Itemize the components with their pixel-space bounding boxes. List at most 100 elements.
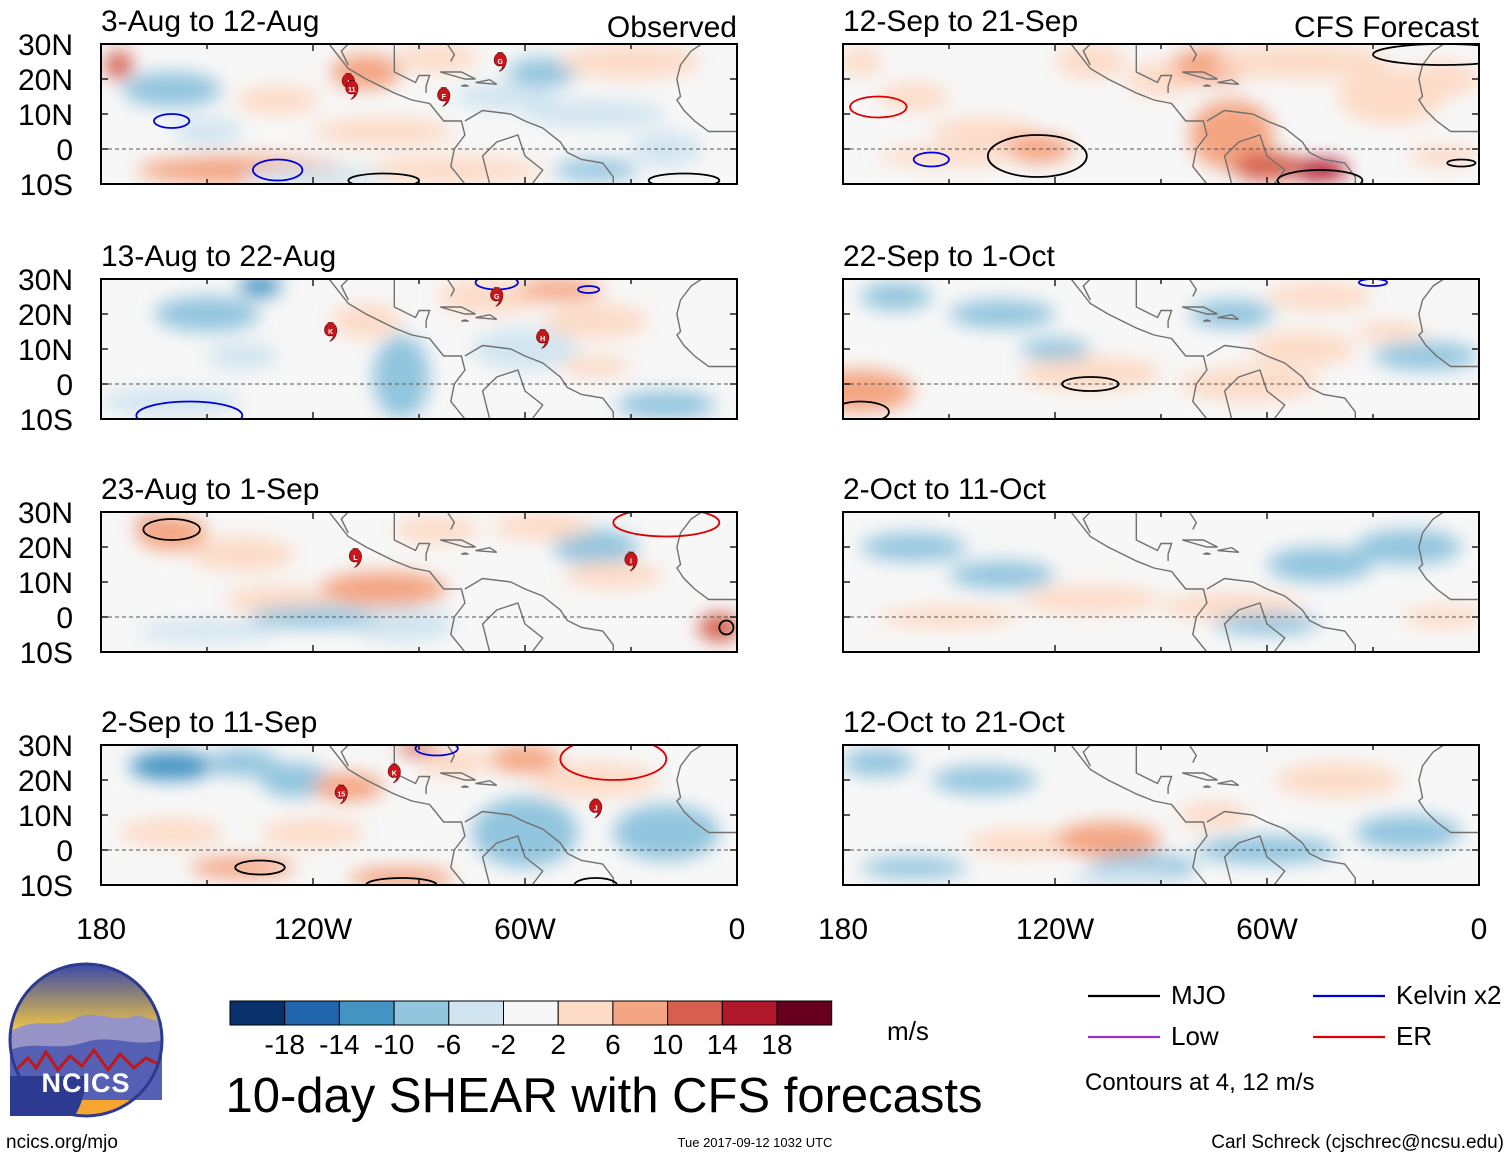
coastline (1182, 539, 1218, 548)
shear-anomaly-blob (860, 282, 932, 311)
shear-anomaly-blob (931, 766, 1038, 794)
er-contour (612, 512, 721, 538)
shading (860, 529, 1479, 635)
coastline (1135, 44, 1173, 93)
shear-anomaly-blob (189, 857, 296, 878)
storm-icon: F (437, 87, 451, 107)
mjo-contour (142, 518, 201, 541)
coastline (1135, 512, 1173, 561)
coastlines (295, 745, 737, 885)
shear-anomaly-blob (1408, 145, 1479, 167)
shear-anomaly-blob (118, 818, 225, 847)
coastline (446, 745, 456, 763)
coastline (1082, 44, 1091, 66)
storm-icon: I (624, 551, 638, 572)
shear-anomaly-blob (1355, 529, 1462, 565)
kelvin-contour (135, 400, 244, 419)
y-tick-label: 0 (56, 134, 73, 167)
kelvin-contour (252, 158, 304, 182)
shear-anomaly-blob (260, 818, 366, 847)
y-tick-label: 30N (18, 497, 73, 530)
coastline (481, 835, 544, 885)
shading (101, 279, 716, 419)
wave-contours (234, 745, 668, 885)
coastline (1203, 319, 1211, 322)
y-tick-label: 30N (18, 29, 73, 62)
y-tick-label: 30N (18, 264, 73, 297)
coastline (446, 279, 456, 297)
colorbar-tick-label: -6 (436, 1029, 461, 1060)
coastline (464, 344, 614, 419)
storm-icon: G (490, 287, 504, 307)
coastline (675, 745, 737, 834)
colorbar-tick-label: 6 (605, 1029, 621, 1060)
shear-anomaly-blob (542, 303, 649, 339)
coastline (481, 369, 544, 419)
coastline (446, 512, 456, 530)
mjo-contour (1446, 158, 1477, 168)
shear-anomaly-blob (104, 51, 133, 79)
mjo-contour (986, 134, 1088, 178)
coastline (1182, 71, 1218, 80)
coastline (481, 602, 544, 652)
shear-anomaly-blob (136, 515, 207, 551)
x-tick-label: 0 (1471, 913, 1488, 946)
shear-anomaly-blob (1019, 338, 1091, 360)
shear-anomaly-blob (843, 748, 914, 777)
panel-title: 13-Aug to 22-Aug (101, 240, 336, 273)
shear-anomaly-blob (436, 279, 543, 314)
wave-contours (142, 512, 735, 636)
coastline (1082, 745, 1091, 767)
coastline (1217, 78, 1240, 85)
x-tick-label: 120W (1016, 913, 1095, 946)
coastline (440, 772, 476, 781)
storm-icon: K (324, 322, 338, 342)
coastline (1206, 109, 1356, 184)
shear-anomaly-blob (553, 159, 639, 181)
storm-icon: L (348, 548, 362, 568)
y-tick-label: 20N (18, 64, 73, 97)
shear-anomaly-blob (154, 296, 260, 332)
er-contour (849, 95, 908, 119)
storm-label: F (442, 94, 447, 101)
shear-anomaly-blob (1373, 342, 1479, 370)
coastline (1203, 785, 1211, 788)
coastline (1188, 745, 1198, 763)
shear-anomaly-blob (1408, 61, 1479, 97)
coastline (464, 810, 614, 885)
figure-title: 10-day SHEAR with CFS forecasts (225, 1069, 982, 1123)
shear-anomaly-blob (313, 773, 384, 801)
shading (843, 44, 1479, 181)
coastline (464, 577, 614, 652)
footer-timestamp: Tue 2017-09-12 1032 UTC (678, 1135, 833, 1150)
coastline (675, 279, 737, 368)
coastline (1082, 512, 1091, 534)
shear-anomaly-blob (1267, 282, 1373, 311)
colorbar-swatch (229, 1000, 286, 1026)
coastline (340, 44, 349, 66)
shear-anomaly-blob (394, 515, 480, 544)
storm-label: G (498, 59, 504, 66)
coastlines (295, 512, 737, 652)
coastline (1135, 279, 1173, 328)
shear-anomaly-blob (1355, 815, 1462, 850)
kelvin-contour (1357, 279, 1389, 287)
shear-anomaly-blob (1214, 44, 1391, 79)
shear-anomaly-blob (843, 47, 882, 76)
shear-anomaly-blob (532, 762, 660, 798)
coastline (393, 279, 431, 328)
coastline (1188, 279, 1198, 297)
mjo-contour (1061, 376, 1120, 392)
colorbar-tick-label: -10 (374, 1029, 414, 1060)
coastline (1206, 344, 1356, 419)
shear-anomaly-blob (843, 370, 914, 412)
y-tick-label: 10S (20, 870, 73, 903)
shear-anomaly-blob (129, 752, 215, 780)
shear-anomaly-blob (525, 100, 667, 128)
kelvin-contour (577, 285, 601, 294)
shear-anomaly-blob (489, 745, 561, 773)
mjo-contour (365, 877, 438, 885)
shear-anomaly-blob (553, 529, 639, 565)
coastline (675, 44, 737, 133)
